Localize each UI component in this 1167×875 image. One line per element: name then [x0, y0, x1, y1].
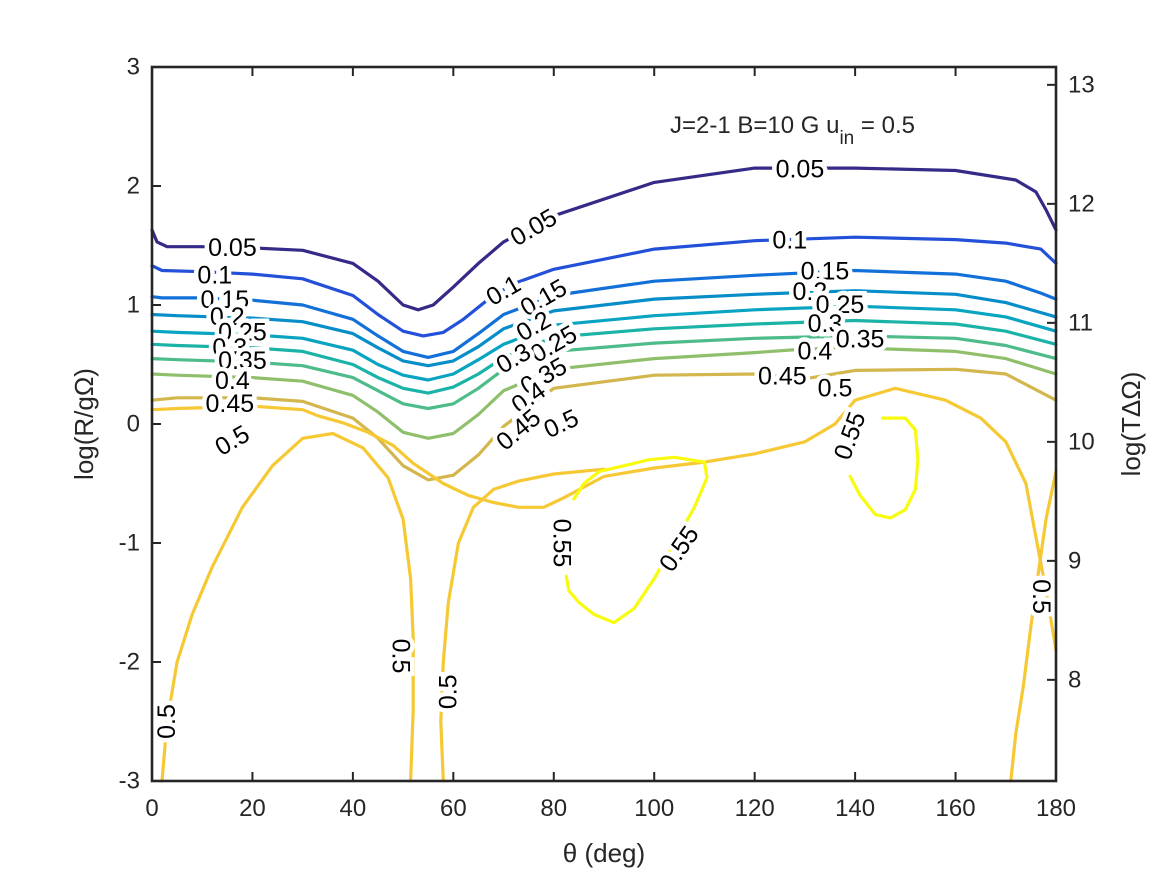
y-axis-title-right: log(TΔΩ): [1116, 372, 1146, 477]
contour-label: 0.55: [547, 519, 575, 568]
annotation-prefix: J=2-1 B=10 G u: [670, 112, 839, 139]
contour-label: 0.05: [776, 155, 825, 183]
y-axis-right: 8 9 10 11 12 13: [1047, 71, 1095, 693]
y2-tick-label: 12: [1068, 190, 1095, 217]
contour-0.55-line: [564, 455, 709, 625]
x-tick-label: 100: [634, 795, 674, 822]
contour-label: 0.4: [215, 367, 250, 395]
contour-label: 0.35: [836, 326, 885, 354]
contour-label: 0.45: [758, 362, 807, 390]
x-tick-label: 80: [540, 795, 567, 822]
contour-0.5-line: [160, 431, 415, 783]
contour-label: 0.5: [387, 639, 415, 674]
y-tick-label: 2: [127, 173, 140, 200]
y2-tick-label: 13: [1068, 71, 1095, 98]
x-axis: 0 20 40 60 80 100 120 140 160 180: [145, 67, 1076, 822]
x-tick-label: 20: [239, 795, 266, 822]
x-tick-label: 120: [735, 795, 775, 822]
contour-0.15-line: [150, 268, 1058, 359]
x-tick-label: 60: [440, 795, 467, 822]
y-tick-label: -2: [119, 649, 140, 676]
contour-label: 0.35: [218, 347, 267, 375]
x-tick-label: 0: [145, 795, 158, 822]
contour-0.1-line: [150, 235, 1058, 338]
plot-background: [152, 67, 1056, 781]
y2-tick-label: 11: [1068, 309, 1093, 336]
annotation-suffix: = 0.5: [854, 112, 915, 139]
y2-tick-label: 10: [1068, 428, 1095, 455]
x-axis-title: θ (deg): [563, 838, 645, 868]
contour-0.5-line: [1009, 470, 1058, 783]
y-tick-label: 0: [127, 411, 140, 438]
contour-label: 0.2: [793, 278, 828, 306]
contour-label: 0.5: [434, 674, 462, 709]
y-axis-left: -3 -2 -1 0 1 2 3: [119, 54, 161, 795]
contour-label: 0.5: [818, 374, 853, 402]
y-axis-title-left: log(R/gΩ): [69, 368, 99, 480]
contour-label: 0.25: [218, 318, 267, 346]
contour-0.5-line: [150, 386, 1058, 652]
contour-0.55-line: [848, 416, 920, 520]
annotation-subscript: in: [839, 128, 854, 149]
contour-0.35-line: [150, 334, 1058, 411]
contour-label: 0.5: [1027, 579, 1055, 614]
contour-label: 0.1: [197, 261, 232, 289]
contour-label: 0.15: [801, 258, 850, 286]
contour-label: 0.25: [816, 291, 865, 319]
contour-0.05-line: [150, 166, 1058, 312]
contour-label: 0.3: [212, 334, 247, 362]
contour-0.2-line: [150, 289, 1058, 368]
contour-0.25-line: [150, 304, 1058, 382]
y-tick-label: -3: [119, 768, 140, 795]
contour-label: 0.3: [808, 310, 843, 338]
contour-label: 0.5: [153, 704, 181, 739]
y-tick-label: 3: [127, 54, 140, 81]
contour-label: 0.15: [200, 286, 249, 314]
x-tick-label: 40: [340, 795, 367, 822]
contour-0.4-line: [150, 346, 1058, 440]
x-tick-label: 180: [1036, 795, 1076, 822]
contour-label: 0.45: [205, 390, 254, 418]
contour-label: 0.4: [798, 337, 833, 365]
contour-0.5-line: [439, 467, 606, 783]
contour-0.45-line: [150, 367, 1058, 482]
contour-label: 0.05: [208, 234, 257, 262]
y2-tick-label: 9: [1068, 547, 1081, 574]
x-tick-label: 140: [835, 795, 875, 822]
x-tick-label: 160: [936, 795, 976, 822]
contour-label: 0.1: [772, 227, 807, 255]
contour-lines: [150, 166, 1058, 783]
contour-0.3-line: [150, 318, 1058, 395]
chart-annotation: J=2-1 B=10 G uin = 0.5: [670, 112, 915, 149]
y-tick-label: 1: [127, 292, 140, 319]
contour-label: 0.2: [210, 303, 245, 331]
y2-tick-label: 8: [1068, 666, 1081, 693]
y-tick-label: -1: [119, 530, 140, 557]
